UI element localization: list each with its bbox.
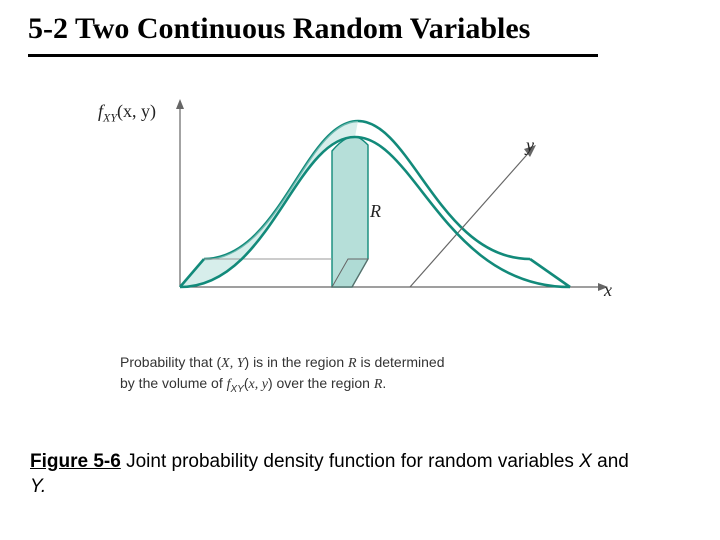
z-arrow <box>176 99 184 109</box>
figure-label: Figure 5-6 <box>30 451 121 472</box>
axes <box>176 99 608 291</box>
joint-pdf-diagram <box>100 97 620 327</box>
y-axis-label: y <box>526 135 534 156</box>
figure-caption: Figure 5-6 Joint probability density fun… <box>30 449 630 500</box>
caption-X: X <box>579 451 592 472</box>
region-label: R <box>370 201 381 222</box>
y-axis <box>410 149 532 287</box>
title-underline <box>28 54 598 57</box>
caption-and: and <box>592 451 629 472</box>
page-title: 5-2 Two Continuous Random Variables <box>0 0 720 54</box>
z-axis-label: fXY(x, y) <box>98 101 156 126</box>
caption-Y: Y. <box>30 476 46 497</box>
explain-block: Probability that (X, Y) is in the region… <box>120 353 600 396</box>
caption-text: Joint probability density function for r… <box>121 451 579 472</box>
explain-line1: Probability that (X, Y) is in the region… <box>120 353 600 374</box>
x-axis-label: x <box>604 280 612 301</box>
explain-line2: by the volume of fXY(x, y) over the regi… <box>120 374 600 397</box>
figure-container: fXY(x, y) y x R <box>100 97 620 347</box>
